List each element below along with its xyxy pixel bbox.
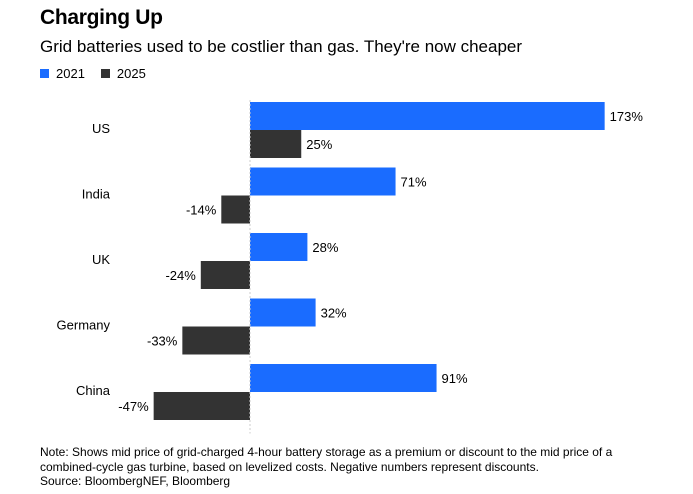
legend-swatch-2025 bbox=[100, 69, 110, 78]
bar-2025-uk bbox=[200, 261, 250, 289]
legend-item-2025: 2025 bbox=[100, 66, 146, 81]
bar-2025-india bbox=[221, 195, 250, 224]
data-label-2025-uk: -24% bbox=[165, 268, 196, 283]
data-label-2025-germany: -33% bbox=[147, 334, 178, 349]
chart-subtitle: Grid batteries used to be costlier than … bbox=[40, 37, 523, 56]
legend-item-2021: 2021 bbox=[40, 66, 85, 81]
data-label-2021-uk: 28% bbox=[312, 240, 338, 255]
category-label-china: China bbox=[76, 383, 111, 398]
note-line-2: combined-cycle gas turbine, based on lev… bbox=[40, 459, 539, 474]
bar-2025-germany bbox=[182, 326, 250, 355]
data-label-2025-china: -47% bbox=[118, 399, 149, 414]
data-label-2021-us: 173% bbox=[610, 109, 644, 124]
bar-2025-us bbox=[250, 130, 302, 158]
category-label-uk: UK bbox=[92, 252, 110, 267]
bar-2021-india bbox=[250, 167, 396, 196]
data-label-2025-us: 25% bbox=[306, 137, 332, 152]
data-label-2025-india: -14% bbox=[186, 203, 217, 218]
data-label-2021-germany: 32% bbox=[321, 306, 347, 321]
chart-title: Charging Up bbox=[40, 6, 163, 29]
legend: 2021 2025 bbox=[40, 66, 162, 81]
bar-2021-germany bbox=[250, 298, 316, 327]
bar-2025-china bbox=[153, 392, 250, 420]
category-label-us: US bbox=[92, 121, 110, 136]
data-label-2021-india: 71% bbox=[401, 175, 427, 190]
legend-swatch-2021 bbox=[40, 69, 49, 78]
category-label-india: India bbox=[82, 187, 111, 202]
bar-2021-uk bbox=[250, 233, 308, 261]
bar-2021-us bbox=[250, 102, 605, 130]
note-line-1: Note: Shows mid price of grid-charged 4-… bbox=[40, 445, 613, 459]
legend-label-2021: 2021 bbox=[56, 66, 85, 81]
data-label-2021-china: 91% bbox=[442, 371, 468, 386]
chart-note: Note: Shows mid price of grid-charged 4-… bbox=[40, 445, 680, 489]
bar-chart: US 173% 25% India 71% -14% UK 28% -24% Germany 32%… bbox=[57, 100, 644, 434]
bar-2021-china bbox=[250, 364, 437, 392]
note-line-3: Source: BloombergNEF, Bloomberg bbox=[40, 474, 231, 488]
legend-label-2025: 2025 bbox=[116, 66, 146, 81]
category-label-germany: Germany bbox=[57, 318, 111, 333]
